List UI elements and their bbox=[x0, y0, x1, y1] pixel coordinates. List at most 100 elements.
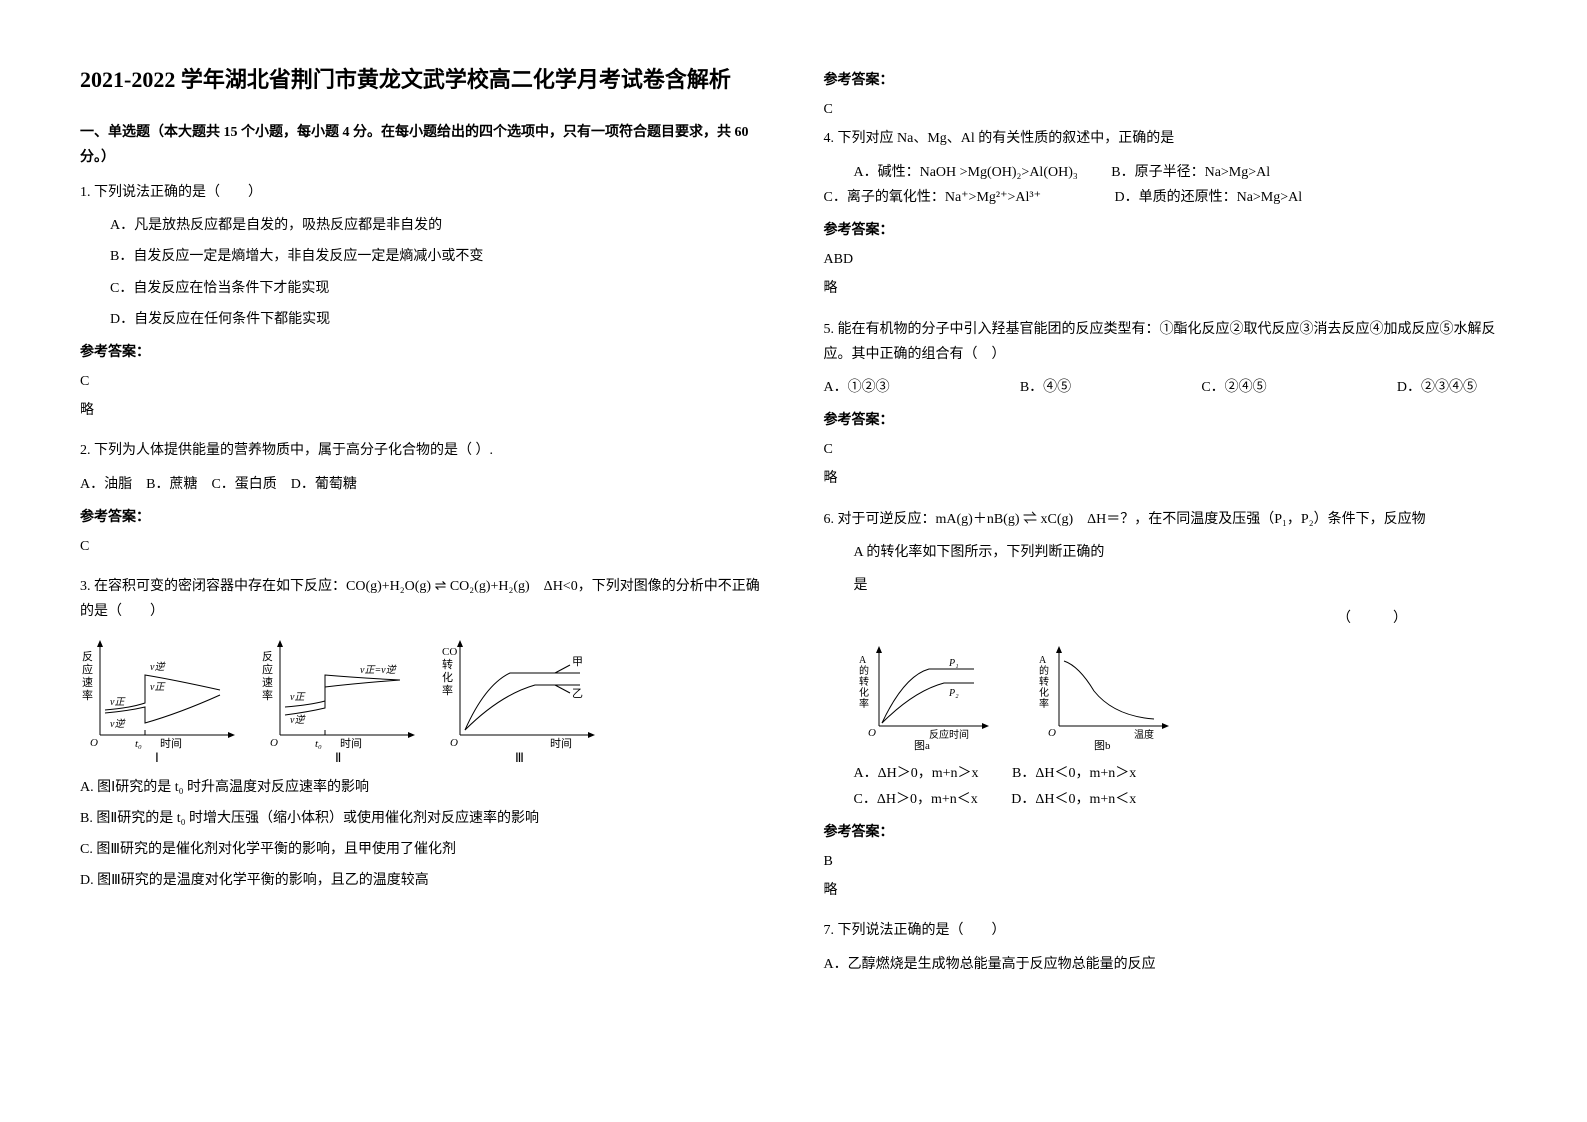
svg-text:反应时间: 反应时间 bbox=[929, 728, 969, 741]
svg-text:率: 率 bbox=[442, 683, 453, 697]
chart1-label: Ⅰ bbox=[155, 750, 159, 765]
chart-3: CO 转 化 率 甲 乙 时间 Ⅲ O bbox=[440, 635, 600, 765]
q5-explain: 略 bbox=[824, 466, 1508, 491]
q1-answer-label: 参考答案： bbox=[80, 340, 764, 365]
q5-option-c: C．②④⑤ bbox=[1201, 375, 1266, 400]
q4-option-b: B．原子半径：Na>Mg>Al bbox=[1111, 165, 1270, 180]
q6-charts: A 的 转 化 率 P₁ P₂ O 反应时间 图a bbox=[854, 641, 1508, 751]
page-title: 2021-2022 学年湖北省荆门市黄龙文武学校高二化学月考试卷含解析 bbox=[80, 60, 764, 100]
svg-text:v正: v正 bbox=[290, 692, 306, 703]
q6-option-d: D．ΔH＜0，m+n＜x bbox=[1011, 792, 1136, 807]
svg-text:转: 转 bbox=[859, 675, 869, 688]
svg-text:温度: 温度 bbox=[1134, 728, 1154, 741]
svg-text:O: O bbox=[450, 737, 458, 749]
q1-answer: C bbox=[80, 369, 764, 394]
chart-a: A 的 转 化 率 P₁ P₂ O 反应时间 图a bbox=[854, 641, 994, 751]
q6-answer: B bbox=[824, 849, 1508, 874]
svg-text:化: 化 bbox=[859, 686, 869, 699]
chart-1: 反 应 速 率 v正 v逆 v逆 v正 t₀ 时间 Ⅰ O bbox=[80, 635, 240, 765]
svg-text:O: O bbox=[90, 737, 98, 749]
q7-stem: 7. 下列说法正确的是（ ） bbox=[824, 918, 1508, 943]
chart1-ylabel: 反 bbox=[82, 650, 93, 663]
q2-answer: C bbox=[80, 534, 764, 559]
q7-option-a: A．乙醇燃烧是生成物总能量高于反应物总能量的反应 bbox=[824, 952, 1508, 977]
q4-answer-label: 参考答案： bbox=[824, 218, 1508, 243]
q6-option-a: A．ΔH＞0，m+n＞x bbox=[854, 766, 979, 781]
q3-option-a: A. 图Ⅰ研究的是 t₀ 时升高温度对反应速率的影响 bbox=[80, 775, 764, 800]
chart2-annot: v正=v逆 bbox=[360, 664, 398, 676]
svg-text:CO: CO bbox=[442, 646, 457, 658]
q1-option-b: B．自发反应一定是熵增大，非自发反应一定是熵减小或不变 bbox=[110, 244, 764, 269]
q3-option-d: D. 图Ⅲ研究的是温度对化学平衡的影响，且乙的温度较高 bbox=[80, 868, 764, 893]
svg-text:A: A bbox=[1039, 655, 1047, 666]
question-1: 1. 下列说法正确的是（ ） A．凡是放热反应都是自发的，吸热反应都是非自发的 … bbox=[80, 180, 764, 424]
q1-option-d: D．自发反应在任何条件下都能实现 bbox=[110, 307, 764, 332]
chartb-label: 图b bbox=[1094, 739, 1111, 751]
q4-answer: ABD bbox=[824, 247, 1508, 272]
q6-stem: 6. 对于可逆反应：mA(g)＋nB(g) ⇌ xC(g) ΔH＝？，在不同温度… bbox=[824, 507, 1508, 532]
q2-options: A．油脂 B．蔗糖 C．蛋白质 D．葡萄糖 bbox=[80, 472, 764, 497]
svg-text:v逆: v逆 bbox=[290, 714, 306, 726]
svg-text:应: 应 bbox=[262, 662, 273, 676]
q3-answer-label: 参考答案： bbox=[824, 68, 1508, 93]
svg-text:速: 速 bbox=[82, 676, 93, 689]
question-5: 5. 能在有机物的分子中引入羟基官能团的反应类型有：①酯化反应②取代反应③消去反… bbox=[824, 317, 1508, 492]
svg-text:率: 率 bbox=[1039, 697, 1049, 710]
svg-text:O: O bbox=[1048, 727, 1056, 739]
q6-option-b: B．ΔH＜0，m+n＞x bbox=[1012, 766, 1136, 781]
svg-text:率: 率 bbox=[859, 697, 869, 710]
svg-text:转: 转 bbox=[1039, 675, 1049, 688]
q1-option-c: C．自发反应在恰当条件下才能实现 bbox=[110, 276, 764, 301]
q6-option-c: C．ΔH＞0，m+n＜x bbox=[854, 792, 978, 807]
chart2-label: Ⅱ bbox=[335, 750, 341, 765]
svg-text:时间: 时间 bbox=[340, 737, 362, 750]
q6-stem2: A 的转化率如下图所示，下列判断正确的 bbox=[824, 540, 1508, 565]
chart-b: A 的 转 化 率 O 温度 图b bbox=[1034, 641, 1174, 751]
svg-text:v正: v正 bbox=[150, 682, 166, 693]
q4-explain: 略 bbox=[824, 276, 1508, 301]
chart-2: 反 应 速 率 v正=v逆 v正 v逆 t₀ 时间 Ⅱ O bbox=[260, 635, 420, 765]
svg-text:的: 的 bbox=[859, 664, 869, 677]
q2-stem: 2. 下列为人体提供能量的营养物质中，属于高分子化合物的是（ ）. bbox=[80, 438, 764, 463]
svg-text:t₀: t₀ bbox=[135, 738, 142, 750]
svg-text:应: 应 bbox=[82, 662, 93, 676]
charta-label: 图a bbox=[914, 739, 930, 751]
svg-text:P₂: P₂ bbox=[948, 688, 959, 699]
q6-paren: （ ） bbox=[824, 606, 1508, 631]
question-7: 7. 下列说法正确的是（ ） A．乙醇燃烧是生成物总能量高于反应物总能量的反应 bbox=[824, 918, 1508, 976]
q6-explain: 略 bbox=[824, 878, 1508, 903]
q3-stem: 3. 在容积可变的密闭容器中存在如下反应：CO(g)+H₂O(g) ⇌ CO₂(… bbox=[80, 574, 764, 624]
svg-text:化: 化 bbox=[442, 670, 453, 684]
q1-explain: 略 bbox=[80, 398, 764, 423]
q1-option-a: A．凡是放热反应都是自发的，吸热反应都是非自发的 bbox=[110, 213, 764, 238]
chart3-label: Ⅲ bbox=[515, 750, 524, 765]
svg-text:时间: 时间 bbox=[550, 737, 572, 750]
svg-text:反: 反 bbox=[262, 650, 273, 663]
question-2: 2. 下列为人体提供能量的营养物质中，属于高分子化合物的是（ ）. A．油脂 B… bbox=[80, 438, 764, 559]
svg-text:化: 化 bbox=[1039, 686, 1049, 699]
section-header: 一、单选题（本大题共 15 个小题，每小题 4 分。在每小题给出的四个选项中，只… bbox=[80, 120, 764, 170]
svg-text:P₁: P₁ bbox=[948, 658, 959, 669]
q5-answer-label: 参考答案： bbox=[824, 408, 1508, 433]
svg-text:的: 的 bbox=[1039, 664, 1049, 677]
svg-text:速: 速 bbox=[262, 676, 273, 689]
q1-stem: 1. 下列说法正确的是（ ） bbox=[80, 180, 764, 205]
svg-text:v逆: v逆 bbox=[150, 661, 166, 673]
q4-option-c: C．离子的氧化性：Na⁺>Mg²⁺>Al³⁺ bbox=[824, 190, 1041, 205]
q6-stem3: 是 bbox=[824, 573, 1508, 598]
q3-option-c: C. 图Ⅲ研究的是催化剂对化学平衡的影响，且甲使用了催化剂 bbox=[80, 837, 764, 862]
q6-answer-label: 参考答案： bbox=[824, 820, 1508, 845]
q4-option-d: D．单质的还原性：Na>Mg>Al bbox=[1114, 190, 1302, 205]
q4-stem: 4. 下列对应 Na、Mg、Al 的有关性质的叙述中，正确的是 bbox=[824, 126, 1508, 151]
svg-text:乙: 乙 bbox=[572, 687, 583, 700]
svg-text:A: A bbox=[859, 655, 867, 666]
q5-answer: C bbox=[824, 437, 1508, 462]
svg-text:率: 率 bbox=[262, 688, 273, 702]
q5-option-a: A．①②③ bbox=[824, 375, 890, 400]
svg-text:率: 率 bbox=[82, 688, 93, 702]
question-6: 6. 对于可逆反应：mA(g)＋nB(g) ⇌ xC(g) ΔH＝？，在不同温度… bbox=[824, 507, 1508, 904]
svg-text:甲: 甲 bbox=[572, 656, 583, 668]
svg-text:O: O bbox=[270, 737, 278, 749]
chart1-xlabel: 时间 bbox=[160, 737, 182, 750]
q3-charts: 反 应 速 率 v正 v逆 v逆 v正 t₀ 时间 Ⅰ O bbox=[80, 635, 764, 765]
